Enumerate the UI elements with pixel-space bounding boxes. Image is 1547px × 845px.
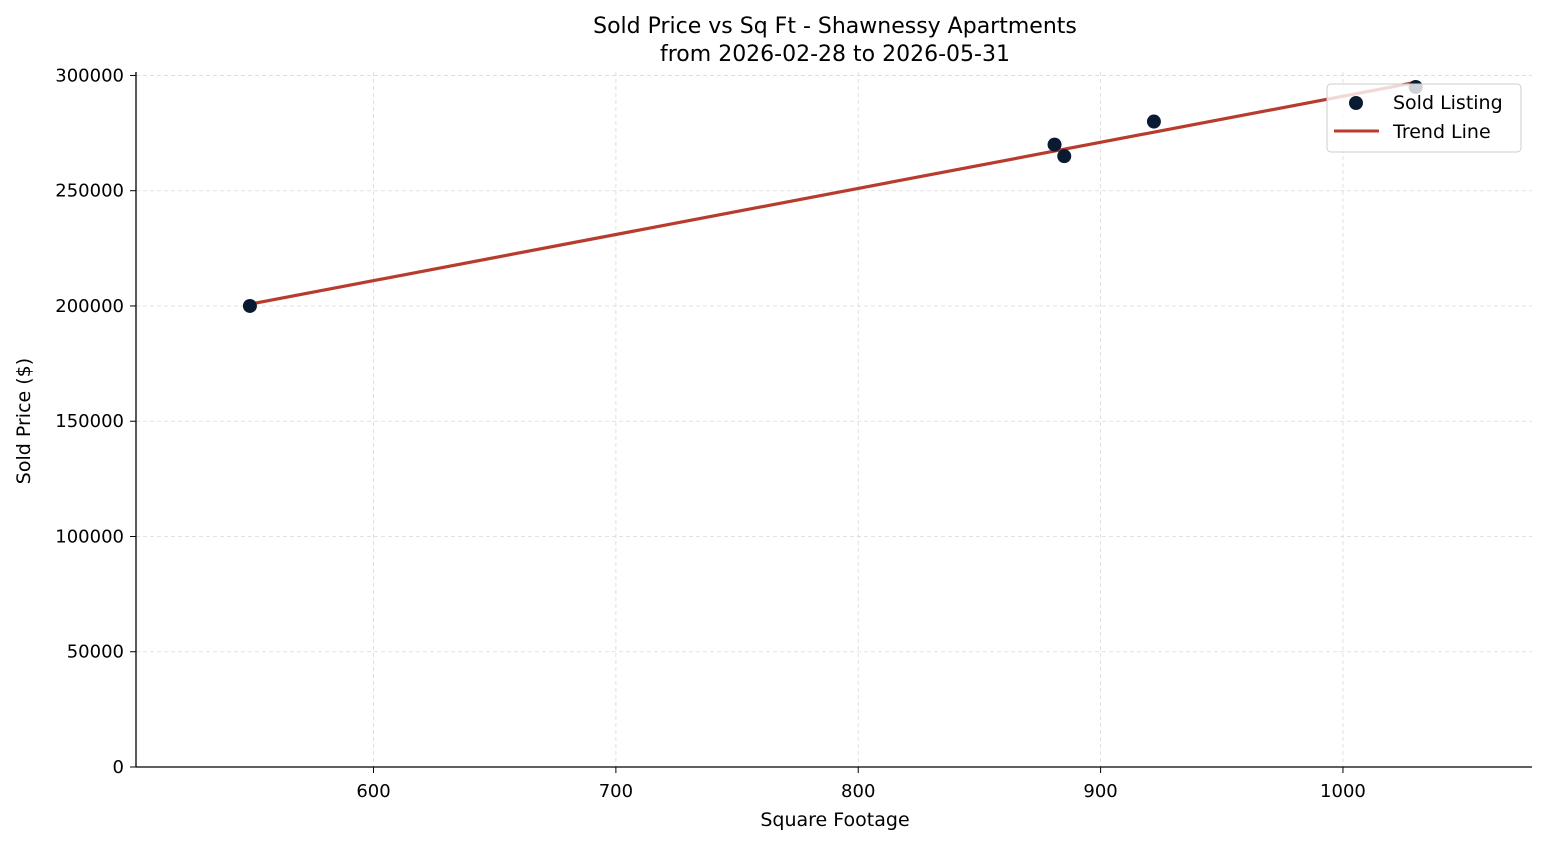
legend-label-trend-line: Trend Line bbox=[1392, 121, 1491, 143]
legend: Sold Listing Trend Line bbox=[1326, 83, 1522, 153]
legend-box bbox=[1326, 83, 1522, 153]
grid-lines bbox=[136, 72, 1532, 767]
sold-listing-point bbox=[1146, 114, 1161, 129]
y-tick-label: 50000 bbox=[67, 642, 124, 663]
sold-listing-point bbox=[1057, 149, 1072, 164]
chart-title-line-1: Sold Price vs Sq Ft - Shawnessy Apartmen… bbox=[593, 14, 1077, 39]
y-tick-label: 300000 bbox=[55, 65, 124, 86]
x-tick-label: 900 bbox=[1083, 781, 1117, 802]
sold-listing-point bbox=[242, 298, 257, 313]
x-tick-label: 600 bbox=[356, 781, 390, 802]
trend-line bbox=[249, 80, 1416, 306]
legend-marker-sold-listing bbox=[1349, 96, 1363, 110]
y-axis-ticks: 0 50000 100000 150000 200000 250000 300000 bbox=[55, 65, 136, 778]
chart-title-line-2: from 2026-02-28 to 2026-05-31 bbox=[660, 42, 1010, 67]
x-tick-label: 1000 bbox=[1320, 781, 1366, 802]
trend-line-group bbox=[249, 80, 1416, 306]
axes bbox=[135, 72, 1532, 768]
y-tick-label: 100000 bbox=[55, 526, 124, 547]
legend-label-sold-listing: Sold Listing bbox=[1393, 92, 1503, 114]
sold-listing-point bbox=[1047, 137, 1062, 152]
x-axis-ticks: 600 700 800 900 1000 bbox=[356, 767, 1366, 802]
y-axis-label: Sold Price ($) bbox=[13, 358, 35, 484]
x-tick-label: 700 bbox=[599, 781, 633, 802]
y-tick-label: 250000 bbox=[55, 181, 124, 202]
x-tick-label: 800 bbox=[841, 781, 875, 802]
x-axis-label: Square Footage bbox=[760, 809, 909, 831]
y-tick-label: 0 bbox=[113, 757, 124, 778]
y-tick-label: 150000 bbox=[55, 411, 124, 432]
y-tick-label: 200000 bbox=[55, 296, 124, 317]
